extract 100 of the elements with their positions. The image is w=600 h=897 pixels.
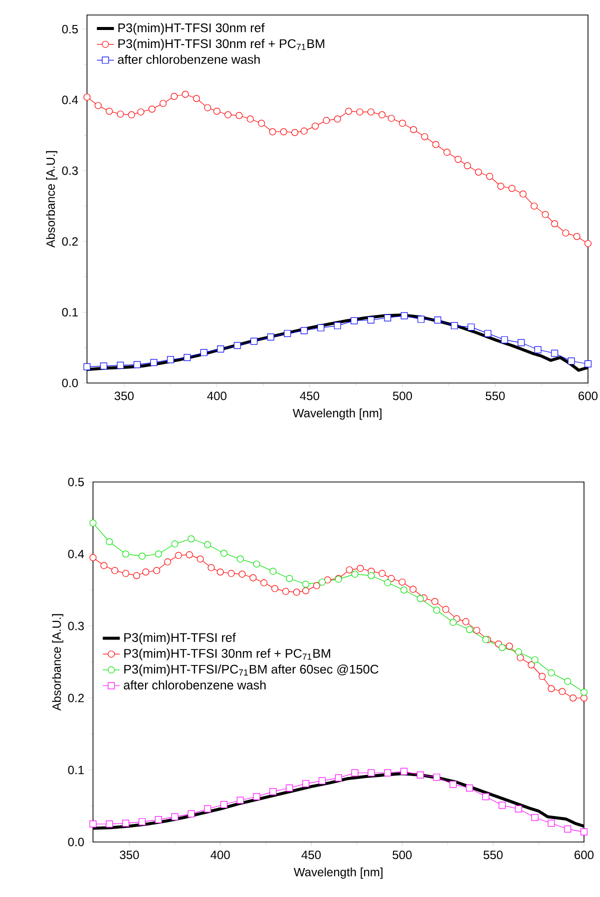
point (368, 572, 375, 580)
point (84, 363, 90, 370)
point (417, 316, 424, 323)
point (253, 793, 260, 800)
x-tick-label: 450 (301, 850, 321, 860)
point (542, 211, 549, 218)
point (501, 336, 508, 344)
point (300, 128, 308, 135)
point (291, 128, 298, 136)
point (106, 538, 113, 546)
point (293, 588, 300, 596)
legend-label: after chlorobenzene wash (118, 54, 260, 64)
legend-label: P3(mim)HT-TFSI 30nm ref + PC$_{71}$BM (118, 38, 324, 51)
point (138, 552, 146, 560)
point (204, 104, 212, 112)
point (90, 554, 96, 562)
point (133, 572, 140, 580)
point (454, 156, 462, 163)
point (302, 587, 310, 594)
point (186, 551, 193, 558)
point (324, 576, 332, 584)
point (250, 574, 257, 582)
point (282, 588, 290, 595)
point (174, 552, 182, 559)
y-tick-label: 0.4 (62, 96, 78, 104)
point (122, 820, 130, 827)
point (398, 120, 406, 127)
point (228, 570, 235, 577)
point (150, 358, 158, 366)
point (434, 316, 442, 324)
point (570, 694, 577, 702)
point (400, 312, 408, 320)
point (106, 108, 113, 115)
point (466, 784, 473, 792)
x-tick-label: 350 (114, 392, 134, 400)
point (148, 106, 156, 113)
point (506, 642, 513, 650)
x-axis-title: Wavelength [nm] (292, 408, 382, 420)
point (122, 550, 130, 558)
point (192, 94, 200, 102)
point (538, 672, 546, 680)
y-tick-label: 0.0 (68, 838, 84, 846)
point (246, 116, 254, 123)
point (367, 316, 374, 324)
point (464, 162, 471, 170)
point (270, 788, 277, 796)
point (204, 541, 212, 548)
point (286, 574, 293, 582)
x-tick-label: 400 (207, 392, 226, 400)
y-tick-label: 0.3 (68, 622, 84, 630)
x-tick-label: 600 (578, 392, 598, 400)
point (558, 688, 566, 696)
point (153, 567, 160, 574)
point (498, 644, 506, 652)
point (269, 128, 276, 136)
point (580, 694, 588, 702)
point (217, 346, 224, 353)
point (142, 568, 150, 576)
point (154, 550, 162, 558)
point (551, 350, 558, 357)
point (450, 322, 458, 330)
point (334, 322, 341, 330)
x-tick-label: 400 (210, 850, 230, 860)
point (351, 769, 358, 776)
y-tick-label: 0.5 (62, 24, 78, 34)
x-tick-label: 600 (574, 850, 594, 860)
point (188, 810, 195, 818)
point (580, 828, 588, 836)
point (473, 626, 480, 634)
y-tick-label: 0.1 (62, 308, 78, 316)
point (442, 606, 450, 613)
point (234, 342, 241, 349)
point (398, 578, 406, 586)
point (516, 654, 524, 662)
point (317, 324, 324, 332)
legend-label: P3(mim)HT-TFSI ref (124, 632, 236, 644)
point (531, 814, 538, 822)
point (182, 90, 189, 98)
point (238, 570, 246, 578)
point (528, 661, 535, 668)
point (188, 535, 195, 542)
point (468, 324, 475, 331)
point (208, 564, 215, 572)
point (258, 120, 265, 127)
point (236, 112, 243, 119)
point (486, 172, 494, 180)
point (284, 330, 291, 337)
point (548, 685, 555, 692)
point (122, 570, 130, 577)
point (128, 111, 136, 118)
point (551, 220, 558, 228)
point (531, 656, 538, 664)
point (356, 564, 364, 572)
x-tick-label: 500 (392, 392, 412, 400)
point (137, 108, 144, 116)
point (280, 128, 288, 136)
point (220, 550, 228, 557)
y-tick-label: 0.3 (62, 166, 78, 175)
point (270, 568, 277, 575)
point (498, 802, 506, 809)
